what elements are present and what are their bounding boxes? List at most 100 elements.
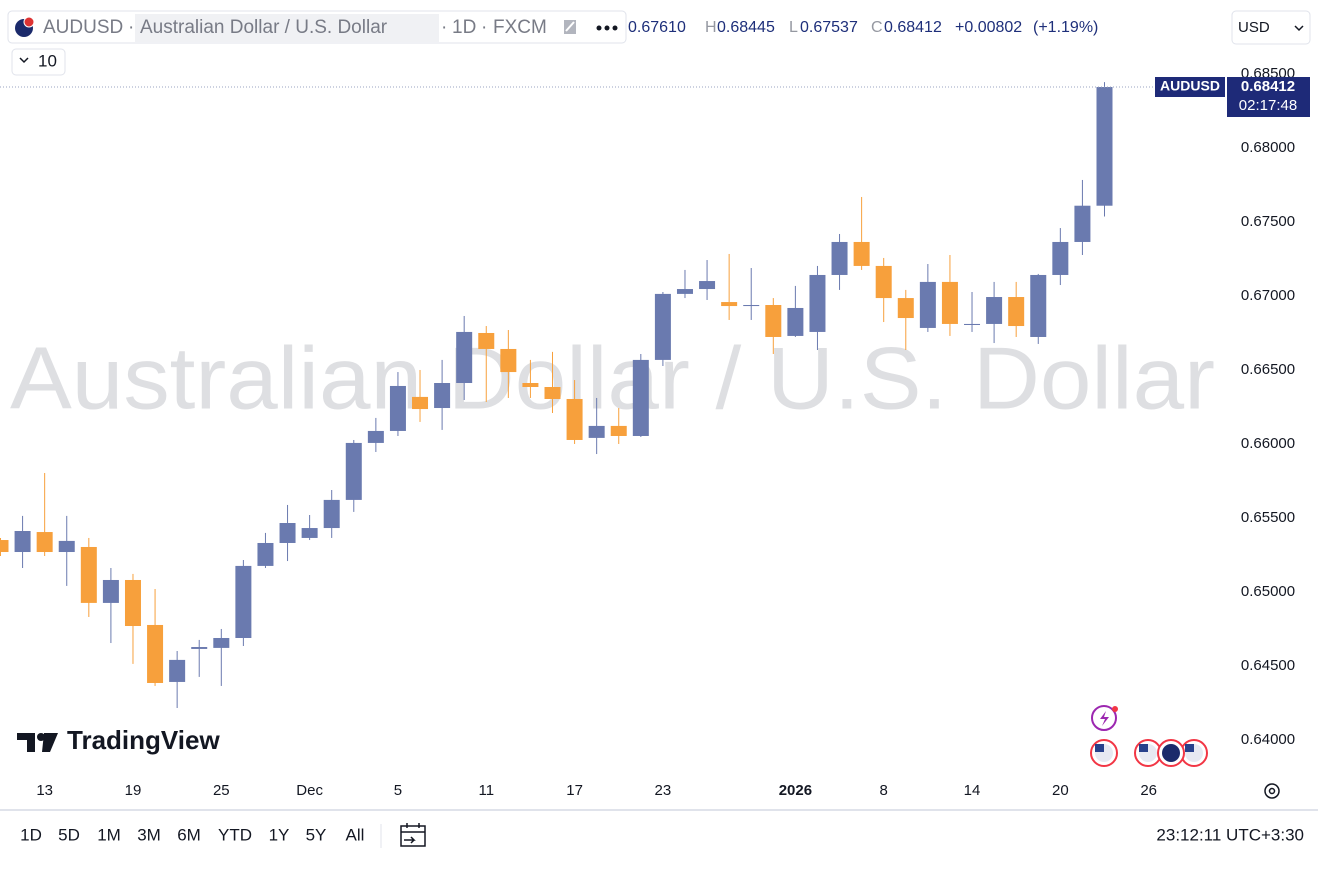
clock[interactable]: 23:12:11 UTC+3:30 — [1156, 825, 1304, 844]
candle-body — [1052, 241, 1069, 275]
candle-body — [478, 332, 495, 349]
candle-body — [787, 307, 804, 336]
range-button[interactable]: 5Y — [306, 825, 327, 844]
separator: · — [128, 17, 134, 38]
range-button[interactable]: 5D — [58, 825, 80, 844]
candle-body — [36, 532, 53, 553]
x-tick-label: 25 — [213, 782, 230, 799]
candle-body — [721, 302, 738, 307]
indicators-toggle[interactable] — [11, 48, 66, 76]
candle-body — [0, 540, 9, 553]
candle-body — [235, 565, 252, 638]
candle-body — [699, 281, 716, 290]
x-tick-label: 23 — [655, 782, 672, 799]
currency[interactable]: USD — [1238, 19, 1270, 36]
indicator-count[interactable]: 10 — [38, 51, 57, 70]
flag-icon — [23, 16, 35, 28]
candle-body — [412, 396, 429, 410]
ohlc-high: 0.68445 — [717, 19, 775, 36]
candle-body — [986, 297, 1003, 324]
range-button[interactable]: 3M — [137, 825, 161, 844]
ohlc-open: 0.67610 — [628, 19, 686, 36]
range-button[interactable]: 1M — [97, 825, 121, 844]
last-price: 0.68412 — [1241, 78, 1295, 95]
symbol-tag-text: AUDUSD — [1160, 78, 1220, 94]
x-tick-label: 17 — [566, 782, 583, 799]
candle-body — [389, 385, 406, 431]
x-tick-label: 8 — [880, 782, 888, 799]
candle-body — [500, 348, 517, 373]
candle-body — [345, 442, 362, 500]
x-tick-label: 5 — [394, 782, 402, 799]
interval[interactable]: 1D — [452, 17, 476, 38]
candle-body — [301, 528, 318, 538]
candle-body — [875, 265, 892, 299]
range-button[interactable]: YTD — [218, 825, 252, 844]
candle-body — [919, 281, 936, 328]
y-tick-label: 0.65000 — [1241, 583, 1295, 600]
ohlc-label: H — [705, 19, 717, 36]
candle-body — [610, 425, 627, 436]
more-button[interactable] — [596, 25, 618, 31]
candle-body — [809, 274, 826, 332]
price-tag — [1227, 77, 1310, 117]
flag-button[interactable] — [562, 18, 578, 36]
settings-icon[interactable] — [1264, 783, 1280, 799]
logo-text: TradingView — [67, 725, 220, 755]
candle-body — [941, 281, 958, 324]
candle-body — [544, 387, 561, 399]
range-button[interactable]: 1Y — [269, 825, 290, 844]
x-tick-label: 19 — [125, 782, 142, 799]
separator: · — [441, 17, 447, 38]
candle-body — [124, 579, 141, 627]
candle-body — [1074, 205, 1091, 242]
candle-body — [147, 624, 164, 683]
y-tick-label: 0.66500 — [1241, 361, 1295, 378]
x-tick-label: Dec — [296, 782, 323, 799]
candle-body — [765, 305, 782, 337]
symbol-tag — [1155, 77, 1225, 97]
candle-body — [213, 637, 230, 648]
candle-body — [102, 579, 119, 603]
candle-body — [279, 523, 296, 543]
range-button[interactable]: All — [346, 825, 365, 844]
y-tick-label: 0.67500 — [1241, 213, 1295, 230]
range-button[interactable]: 6M — [177, 825, 201, 844]
ohlc-change: +0.00802 — [955, 19, 1022, 36]
symbol[interactable]: AUDUSD — [43, 17, 123, 38]
x-tick-label: 26 — [1140, 782, 1157, 799]
chevron — [1294, 25, 1304, 32]
candle-body — [654, 293, 671, 360]
candle-body — [367, 430, 384, 443]
ohlc-label: C — [871, 19, 883, 36]
currency-select[interactable] — [1231, 10, 1311, 45]
candle-body — [566, 398, 583, 440]
y-tick-label: 0.68000 — [1241, 139, 1295, 156]
goto-date-button[interactable] — [400, 823, 426, 847]
candle-body — [434, 383, 451, 409]
x-tick-label: 13 — [36, 782, 53, 799]
x-axis: 13 19 25 Dec 5 11 17 23 2026 8 14 20 26 — [36, 782, 1157, 799]
ohlc-change-pct: (+1.19%) — [1033, 19, 1098, 36]
candle-body — [456, 331, 473, 384]
y-tick-label: 0.67000 — [1241, 287, 1295, 304]
description[interactable]: Australian Dollar / U.S. Dollar — [140, 17, 388, 38]
x-tick-label: 11 — [478, 782, 494, 799]
candle-body — [853, 241, 870, 266]
y-tick-label: 0.65500 — [1241, 509, 1295, 526]
x-tick-label: 14 — [964, 782, 981, 799]
event-icon — [1100, 711, 1109, 726]
candle-body — [58, 540, 75, 553]
plot-area — [0, 82, 1113, 708]
candle-body — [831, 241, 848, 275]
ohlc-label: L — [789, 19, 798, 36]
settings-icon — [1268, 787, 1276, 795]
chevron — [19, 57, 29, 64]
range-button[interactable]: 1D — [20, 825, 42, 844]
candle-body — [257, 542, 274, 566]
y-tick-label: 0.64500 — [1241, 657, 1295, 674]
event-dot — [1112, 706, 1118, 712]
candle-body — [897, 298, 914, 319]
economic-events[interactable] — [1090, 739, 1208, 767]
